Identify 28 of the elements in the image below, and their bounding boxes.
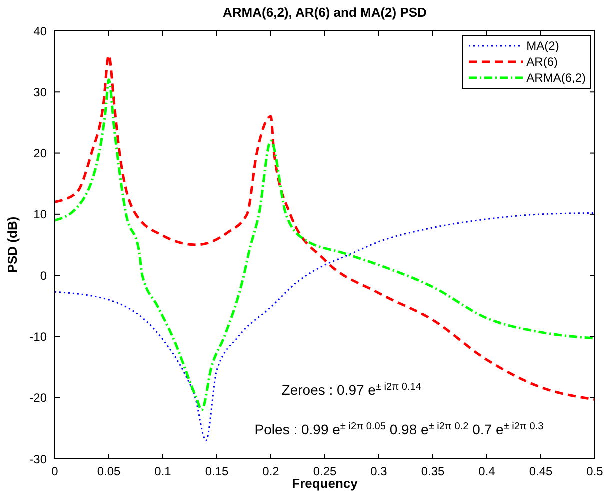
x-tick-label: 0.2 bbox=[262, 464, 280, 479]
y-tick-label: 30 bbox=[34, 85, 48, 100]
x-tick-label: 0.05 bbox=[97, 464, 121, 479]
x-tick-label: 0.1 bbox=[154, 464, 172, 479]
x-tick-label: 0.15 bbox=[205, 464, 229, 479]
x-tick-label: 0.35 bbox=[421, 464, 445, 479]
annotation: Zeroes : 0.97 e$^{± i2π 0.14}$ bbox=[282, 381, 422, 398]
legend-label: ARMA(6,2) bbox=[526, 71, 586, 85]
x-axis-title: Frequency bbox=[292, 476, 359, 491]
x-tick-label: 0.25 bbox=[313, 464, 337, 479]
y-tick-label: -30 bbox=[30, 452, 48, 466]
y-axis-title: PSD (dB) bbox=[5, 216, 20, 274]
x-tick-label: 0.45 bbox=[529, 464, 553, 479]
annotation: Poles : 0.99 e$^{± i2π 0.05}$ 0.98 e$^{± i2π 0.2}$ 0.7 e$^{± i2π 0.3}$ bbox=[254, 421, 544, 438]
legend-label: MA(2) bbox=[526, 39, 560, 53]
x-tick-label: 0.3 bbox=[370, 464, 388, 479]
y-tick-label: 20 bbox=[34, 146, 48, 161]
y-tick-label: 0 bbox=[40, 268, 48, 283]
y-tick-label: -20 bbox=[30, 391, 48, 406]
y-tick-label: 40 bbox=[34, 24, 48, 38]
x-tick-label: 0.4 bbox=[478, 464, 496, 479]
x-tick-label: 0.5 bbox=[586, 464, 604, 479]
legend-label: AR(6) bbox=[526, 55, 558, 69]
line-series bbox=[55, 212, 595, 442]
y-tick-label: -10 bbox=[30, 330, 48, 344]
x-tick-label: 0 bbox=[52, 464, 59, 479]
chart-title: ARMA(6,2), AR(6) and MA(2) PSD bbox=[223, 5, 427, 20]
y-tick-label: 10 bbox=[34, 208, 48, 222]
